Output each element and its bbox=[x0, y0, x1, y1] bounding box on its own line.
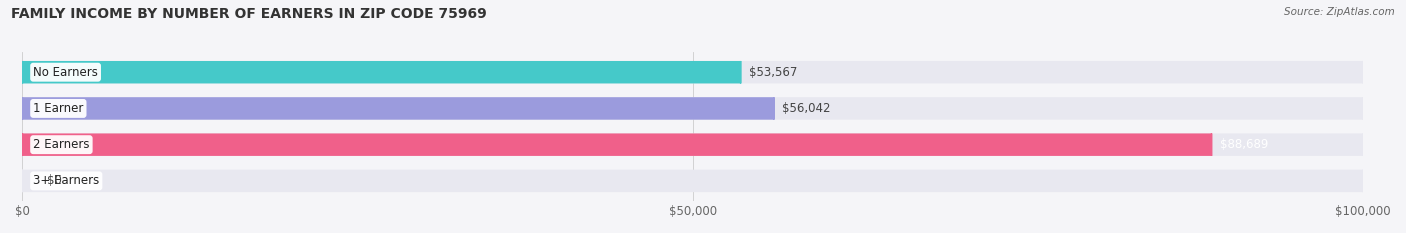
FancyBboxPatch shape bbox=[22, 61, 741, 83]
Text: 1 Earner: 1 Earner bbox=[34, 102, 83, 115]
Text: 3+ Earners: 3+ Earners bbox=[34, 175, 100, 187]
FancyBboxPatch shape bbox=[22, 134, 1212, 156]
FancyBboxPatch shape bbox=[22, 97, 1364, 120]
Text: 2 Earners: 2 Earners bbox=[34, 138, 90, 151]
Text: No Earners: No Earners bbox=[34, 66, 98, 79]
Text: $53,567: $53,567 bbox=[748, 66, 797, 79]
Text: $88,689: $88,689 bbox=[1219, 138, 1268, 151]
FancyBboxPatch shape bbox=[22, 97, 773, 120]
Text: Source: ZipAtlas.com: Source: ZipAtlas.com bbox=[1284, 7, 1395, 17]
Text: $56,042: $56,042 bbox=[782, 102, 831, 115]
Text: FAMILY INCOME BY NUMBER OF EARNERS IN ZIP CODE 75969: FAMILY INCOME BY NUMBER OF EARNERS IN ZI… bbox=[11, 7, 486, 21]
FancyBboxPatch shape bbox=[22, 170, 1364, 192]
FancyBboxPatch shape bbox=[22, 61, 1364, 83]
FancyBboxPatch shape bbox=[22, 134, 1364, 156]
Text: $0: $0 bbox=[46, 175, 62, 187]
